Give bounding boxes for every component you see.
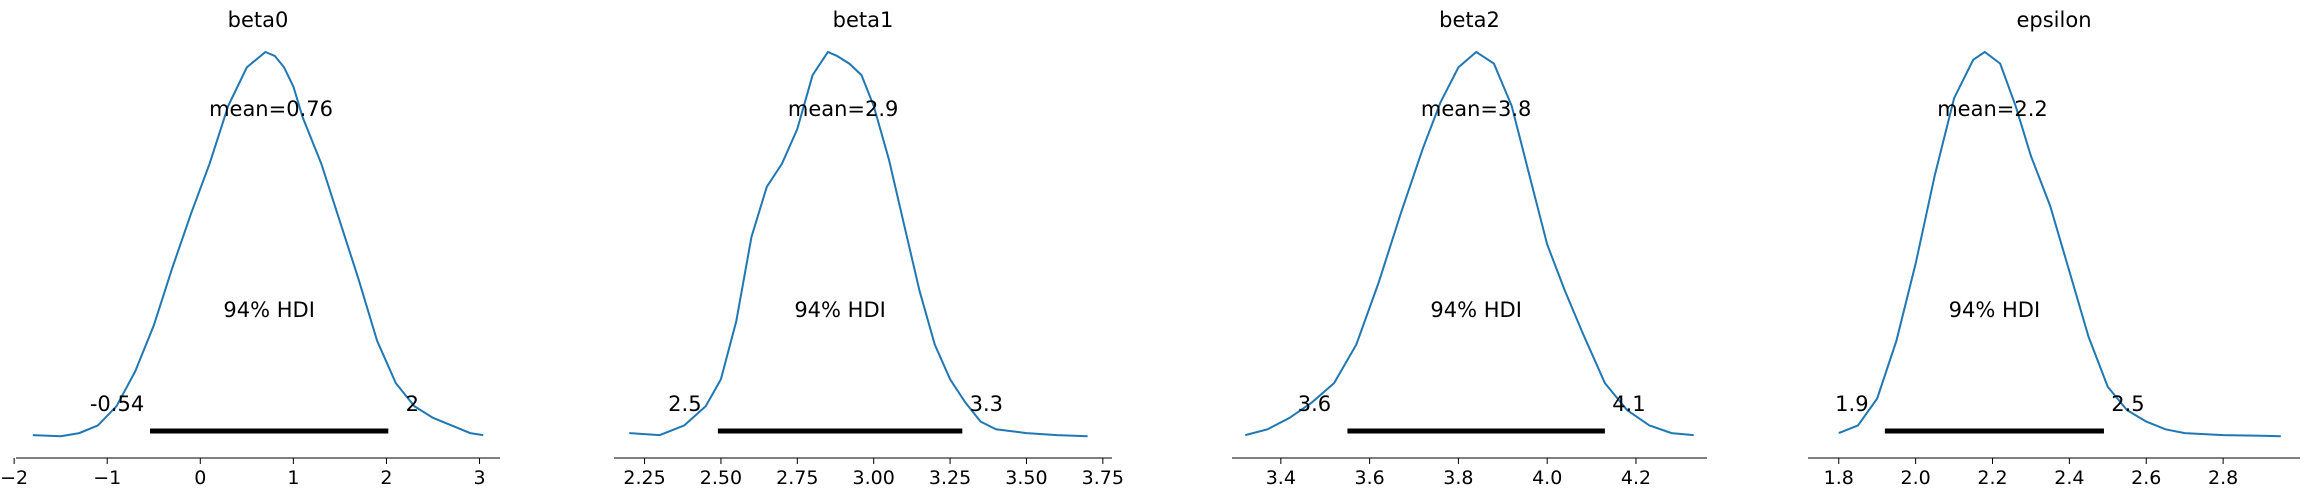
x-tick-label: 3.75: [1082, 467, 1124, 489]
density-curve: [32, 50, 484, 438]
x-tick-label: 3.25: [929, 467, 971, 489]
x-tick-label: 4.2: [1621, 467, 1651, 489]
x-tick-label: 0: [194, 467, 206, 489]
panel-epsilon: epsilon mean=2.2 94% HDI 1.9 2.5 1.8 2.0 2.2 2.4…: [1808, 8, 2300, 489]
x-tick-label: 2.8: [2208, 467, 2238, 489]
mean-label: mean=2.9: [788, 97, 899, 121]
density-curve: [629, 50, 1088, 438]
x-tick-label: 3.8: [1443, 467, 1473, 489]
x-tick-label: 1: [287, 467, 299, 489]
panel-title: beta0: [228, 8, 289, 32]
hdi-label: 94% HDI: [1949, 298, 2041, 322]
x-tick-label: 3.00: [853, 467, 895, 489]
hdi-high-label: 2.5: [2111, 392, 2144, 416]
mean-label: mean=3.8: [1421, 97, 1532, 121]
x-tick-label: −1: [93, 467, 121, 489]
x-tick-label: 3.4: [1266, 467, 1296, 489]
hdi-high-label: 4.1: [1612, 392, 1645, 416]
x-tick-label: 2: [380, 467, 392, 489]
x-tick-label: 2.75: [776, 467, 818, 489]
x-tick-label: 4.0: [1532, 467, 1562, 489]
density-curve: [1838, 50, 2281, 438]
hdi-label: 94% HDI: [794, 298, 886, 322]
x-tick-label: 2.2: [1977, 467, 2007, 489]
x-tick-label: 3.6: [1355, 467, 1385, 489]
hdi-high-label: 3.3: [970, 392, 1003, 416]
x-tick-label: 2.50: [700, 467, 742, 489]
x-tick-label: 3: [473, 467, 485, 489]
density-curve: [1245, 50, 1694, 437]
x-tick-label: 1.8: [1824, 467, 1854, 489]
mean-label: mean=2.2: [1937, 97, 2048, 121]
panel-beta1: beta1 mean=2.9 94% HDI 2.5 3.3 2.25 2.50 2.75 3.…: [614, 8, 1124, 489]
x-tick-label: 2.25: [623, 467, 665, 489]
x-tick-label: −2: [0, 467, 28, 489]
mean-label: mean=0.76: [209, 97, 333, 121]
x-tick-label: 2.4: [2054, 467, 2084, 489]
panel-title: beta1: [833, 8, 894, 32]
hdi-low-label: 3.6: [1298, 392, 1331, 416]
hdi-label: 94% HDI: [223, 298, 315, 322]
x-tick-label: 2.0: [1901, 467, 1931, 489]
panel-title: beta2: [1439, 8, 1500, 32]
hdi-low-label: 1.9: [1835, 392, 1868, 416]
hdi-low-label: 2.5: [668, 392, 701, 416]
panel-beta0: beta0 mean=0.76 94% HDI -0.54 2 −2 −1 0 1 2 3: [0, 8, 500, 489]
x-tick-label: 2.6: [2131, 467, 2161, 489]
x-tick-label: 3.50: [1005, 467, 1047, 489]
hdi-high-label: 2: [406, 392, 419, 416]
hdi-low-label: -0.54: [90, 392, 144, 416]
panel-title: epsilon: [2016, 8, 2091, 32]
hdi-label: 94% HDI: [1430, 298, 1522, 322]
panel-beta2: beta2 mean=3.8 94% HDI 3.6 4.1 3.4 3.6 3.8 4.0 4.…: [1232, 8, 1707, 489]
